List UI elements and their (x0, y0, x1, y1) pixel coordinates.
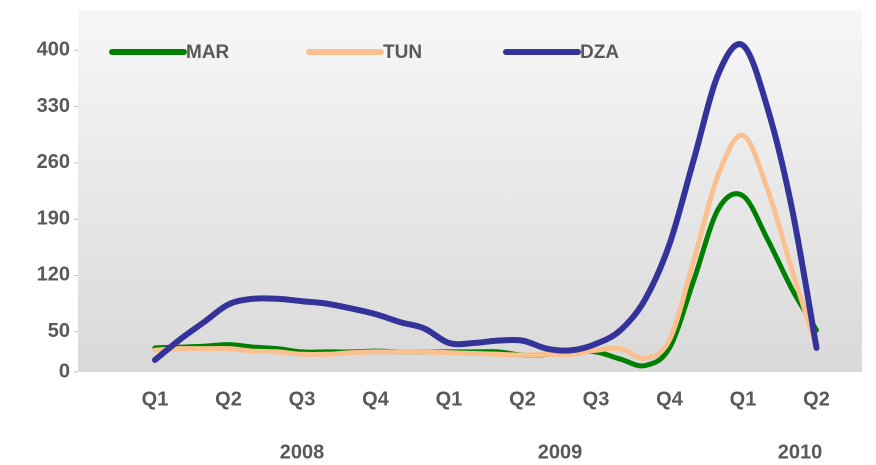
x-tick-label: Q3 (289, 388, 316, 410)
y-tick-label: 120 (37, 264, 70, 286)
x-tick-label: Q3 (583, 388, 610, 410)
y-tick-label: 330 (37, 95, 70, 117)
x-tick-label: Q1 (730, 388, 757, 410)
x-tick-label: Q2 (509, 388, 536, 410)
x-tick-label: Q4 (362, 388, 390, 410)
line-series (152, 132, 819, 361)
legend-text: TUN (383, 42, 422, 63)
x-tick-label: Q2 (803, 388, 830, 410)
year-label: 2010 (778, 441, 823, 463)
y-tick-label: 0 (59, 360, 70, 382)
x-tick-label: Q4 (656, 388, 684, 410)
x-tick-label: Q1 (142, 388, 169, 410)
y-tick-label: 400 (37, 39, 70, 61)
x-tick-label: Q1 (436, 388, 463, 410)
plot-area (78, 10, 862, 372)
y-tick-label: 260 (37, 151, 70, 173)
legend-text: DZA (580, 42, 619, 63)
y-tick-label: 190 (37, 207, 70, 229)
year-label: 2009 (538, 441, 583, 463)
y-tick-label: 50 (48, 320, 70, 342)
x-tick-label: Q2 (215, 388, 242, 410)
year-label: 2008 (280, 441, 325, 463)
line-series (152, 41, 820, 363)
legend-text: MAR (186, 42, 230, 63)
